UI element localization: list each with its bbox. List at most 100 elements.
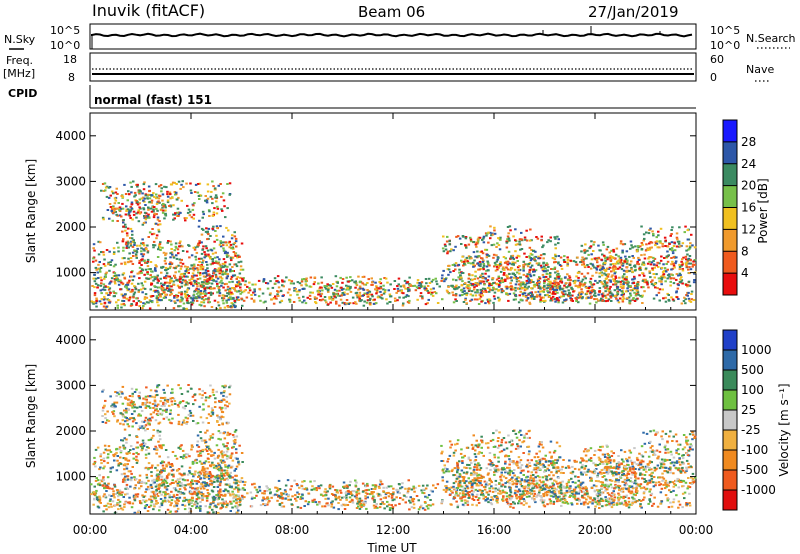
scatter-cell [137,428,140,431]
scatter-cell [187,295,191,297]
scatter-cell [206,231,209,234]
scatter-cell [200,257,203,260]
scatter-cell [160,469,163,471]
scatter-cell [149,495,153,498]
scatter-cell [129,205,132,208]
scatter-cell [579,295,582,297]
scatter-cell [225,301,229,304]
scatter-cell [93,280,97,283]
scatter-cell [670,247,674,250]
scatter-cell [141,307,144,310]
scatter-cell [671,274,674,277]
scatter-cell [145,248,148,250]
scatter-cell [658,280,661,283]
scatter-cell [467,255,471,258]
scatter-cell [368,293,371,296]
scatter-cell [169,278,172,281]
scatter-cell [176,295,180,297]
scatter-cell [227,229,230,232]
scatter-cell [416,281,419,284]
scatter-cell [580,290,584,293]
scatter-cell [275,280,278,283]
scatter-cell [455,300,458,302]
scatter-cell [216,480,219,483]
scatter-cell [209,472,212,475]
scatter-cell [180,299,184,302]
scatter-cell [186,288,189,291]
scatter-cell [236,296,240,299]
scatter-cell [635,250,639,253]
scatter-cell [117,246,120,249]
scatter-cell [372,299,375,302]
scatter-cell [221,209,224,212]
scatter-cell [199,487,203,490]
scatter-cell [130,237,134,240]
scatter-cell [518,243,521,246]
scatter-cell [603,284,606,287]
scatter-cell [522,267,525,270]
scatter-cell [175,254,178,257]
scatter-cell [188,409,192,412]
scatter-cell [130,476,133,479]
scatter-cell [97,253,101,256]
scatter-cell [549,282,552,285]
scatter-cell [419,295,422,298]
scatter-cell [192,420,195,422]
scatter-cell [177,270,181,273]
scatter-cell [500,279,504,282]
scatter-cell [219,502,223,505]
scatter-cell [182,484,185,486]
scatter-cell [109,264,112,266]
scatter-cell [176,482,180,485]
scatter-cell [139,426,142,429]
scatter-cell [229,510,232,512]
scatter-cell [515,256,518,259]
scatter-cell [190,448,193,451]
scatter-cell [527,292,531,295]
scatter-cell [211,214,215,217]
scatter-cell [464,236,468,238]
scatter-cell [182,500,185,503]
scatter-cell [649,263,653,266]
scatter-cell [160,285,164,287]
scatter-cell [472,288,476,291]
scatter-cell [205,482,209,484]
scatter-cell [103,182,107,185]
scatter-cell [216,468,220,471]
scatter-cell [191,414,195,417]
scatter-cell [319,286,322,289]
scatter-cell [206,238,209,241]
scatter-cell [160,493,163,496]
scatter-cell [690,290,694,293]
scatter-cell [285,276,288,279]
scatter-cell [113,251,116,254]
scatter-cell [600,297,603,300]
scatter-cell [491,277,495,280]
scatter-cell [462,301,466,303]
scatter-cell [512,292,516,295]
scatter-cell [676,287,680,290]
scatter-cell [129,209,133,212]
scatter-cell [681,263,684,266]
scatter-cell [155,276,159,279]
scatter-cell [122,272,126,275]
scatter-cell [634,245,637,248]
scatter-cell [169,483,172,486]
scatter-cell [209,415,213,417]
scatter-cell [137,509,140,512]
scatter-cell [160,266,163,269]
scatter-cell [156,298,159,301]
scatter-cell [464,237,468,240]
scatter-cell [680,260,683,263]
scatter-cell [642,286,645,289]
scatter-cell [446,290,449,293]
scatter-cell [358,297,361,300]
scatter-cell [607,289,610,292]
scatter-cell [91,285,94,287]
scatter-cell [618,276,621,279]
scatter-cell [144,293,148,296]
scatter-cell [447,273,450,276]
scatter-cell [482,241,486,244]
